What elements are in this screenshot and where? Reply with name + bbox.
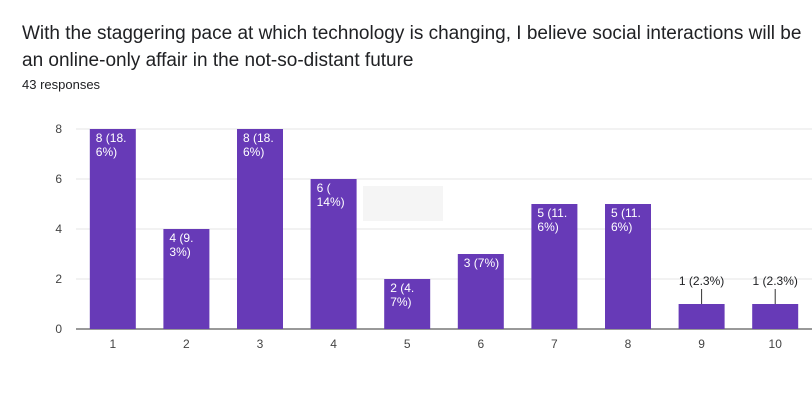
data-label: 3 (7%) — [464, 256, 499, 270]
x-tick-label: 1 — [109, 337, 116, 351]
y-tick-label: 2 — [55, 272, 62, 286]
data-label: 4 (9. — [169, 231, 193, 245]
data-label: 6%) — [96, 145, 117, 159]
x-tick-label: 8 — [625, 337, 632, 351]
data-label: 3%) — [169, 245, 190, 259]
data-label: 8 (18. — [96, 131, 127, 145]
x-tick-label: 5 — [404, 337, 411, 351]
y-tick-label: 4 — [55, 222, 62, 236]
x-tick-label: 2 — [183, 337, 190, 351]
bar[interactable] — [752, 304, 799, 329]
y-tick-label: 8 — [55, 122, 62, 136]
data-label: 8 (18. — [243, 131, 274, 145]
x-tick-label: 4 — [330, 337, 337, 351]
x-tick-label: 3 — [257, 337, 264, 351]
data-label: 14%) — [317, 195, 345, 209]
bar[interactable] — [89, 129, 136, 329]
bar[interactable] — [531, 204, 578, 329]
bar[interactable] — [163, 229, 210, 329]
y-tick-label: 6 — [55, 172, 62, 186]
response-count: 43 responses — [22, 77, 101, 92]
data-label: 6 ( — [317, 181, 331, 195]
question-title: With the staggering pace at which techno… — [22, 23, 802, 71]
bar[interactable] — [605, 204, 651, 329]
bar[interactable] — [457, 254, 504, 329]
x-tick-label: 9 — [698, 337, 705, 351]
x-tick-label: 10 — [769, 337, 783, 351]
bar[interactable] — [678, 304, 725, 329]
data-label: 1 (2.3%) — [753, 274, 798, 288]
x-tick-label: 7 — [551, 337, 558, 351]
data-label: 7%) — [390, 295, 411, 309]
data-label: 6%) — [537, 220, 558, 234]
data-label: 1 (2.3%) — [679, 274, 724, 288]
x-tick-label: 6 — [477, 337, 484, 351]
data-label: 6%) — [243, 145, 264, 159]
y-tick-label: 0 — [55, 322, 62, 336]
bar[interactable] — [237, 129, 283, 329]
data-label: 6%) — [611, 220, 632, 234]
data-label: 2 (4. — [390, 281, 414, 295]
bar[interactable] — [310, 179, 357, 329]
data-label: 5 (11. — [611, 206, 641, 220]
tooltip-overlay — [363, 186, 443, 221]
data-label: 5 (11. — [537, 206, 567, 220]
bar[interactable] — [384, 279, 431, 329]
